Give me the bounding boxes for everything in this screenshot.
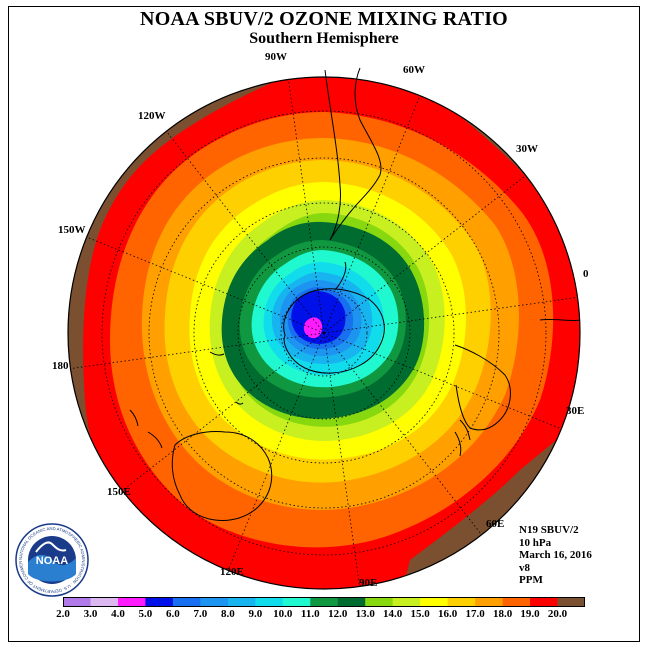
colorbar-label: 9.0 — [248, 608, 263, 620]
meridian-line — [323, 296, 578, 334]
date-label: March 16, 2016 — [519, 549, 592, 561]
colorbar-label: 12.0 — [328, 608, 348, 620]
page-subtitle: Southern Hemisphere — [249, 30, 399, 47]
colorbar-label: 10.0 — [273, 608, 293, 620]
meridian-line — [323, 332, 482, 535]
meridian-line — [323, 332, 361, 587]
colorbar-swatch — [530, 597, 558, 607]
colorbar-swatch — [337, 597, 366, 607]
meridian-lines — [70, 79, 578, 587]
colorbar — [63, 597, 585, 607]
units-label: PPM — [519, 574, 543, 586]
meridian-line — [323, 175, 526, 334]
colorbar-label: 18.0 — [492, 608, 513, 620]
lon-label-90e: 90E — [359, 577, 378, 589]
plot-frame — [8, 6, 640, 642]
meridian-line — [122, 332, 325, 491]
colorbar-label: 11.0 — [300, 608, 320, 620]
meridian-line — [287, 79, 325, 334]
colorbar-swatch — [145, 597, 174, 607]
meridian-line — [323, 95, 421, 334]
lon-label-60w: 60W — [403, 64, 425, 76]
lon-label-0: 0 — [583, 268, 589, 280]
latitude-lines — [101, 110, 547, 556]
colorbar-swatch — [392, 597, 421, 607]
colorbar-swatch — [310, 597, 339, 607]
pressure-level: 10 hPa — [519, 536, 552, 549]
colorbar-swatch — [227, 597, 256, 607]
colorbar-label: 2.0 — [56, 608, 70, 620]
colorbar-label: 17.0 — [465, 608, 485, 620]
lon-label-120e: 120E — [220, 566, 244, 578]
meridian-line — [323, 332, 562, 430]
coastlines — [129, 67, 581, 521]
meridian-line — [227, 332, 325, 571]
meridian-line — [166, 131, 325, 334]
meridian-line — [86, 236, 325, 334]
lon-label-60e: 60E — [486, 518, 505, 530]
colorbar-label: 19.0 — [520, 608, 540, 620]
lon-label-30e: 30E — [566, 405, 585, 417]
lon-label-120w: 120W — [138, 110, 166, 122]
colorbar-swatch — [282, 597, 311, 607]
colorbar-label: 3.0 — [83, 608, 98, 620]
logo-text: NOAA — [36, 555, 68, 567]
colorbar-swatch — [475, 597, 503, 607]
version-label: v8 — [519, 561, 530, 574]
colorbar-label: 8.0 — [220, 608, 235, 620]
lon-label-90w: 90W — [265, 51, 287, 63]
colorbar-swatch — [502, 597, 531, 607]
lon-label-30w: 30W — [516, 143, 538, 155]
colorbar-swatch — [117, 597, 146, 607]
colorbar-label: 16.0 — [438, 608, 458, 620]
colorbar-label: 7.0 — [193, 608, 208, 620]
colorbar-swatch — [63, 597, 91, 607]
colorbar-swatch — [365, 597, 393, 607]
colorbar-label: 6.0 — [166, 608, 180, 620]
colorbar-label: 20.0 — [547, 608, 568, 620]
colorbar-swatch — [420, 597, 448, 607]
colorbar-label: 13.0 — [355, 608, 375, 620]
page-title: NOAA SBUV/2 OZONE MIXING RATIO — [140, 8, 508, 30]
noaa-logo: NOAA NATIONAL OCEANIC AND ATMOSPHERIC AD… — [14, 522, 89, 597]
colorbar-swatch — [557, 597, 585, 607]
colorbar-swatch — [200, 597, 229, 607]
colorbar-label: 5.0 — [138, 608, 153, 620]
colorbar-swatch — [255, 597, 284, 607]
colorbar-label: 4.0 — [111, 608, 125, 620]
lon-label-150w: 150W — [58, 224, 86, 236]
lon-label-180: 180 — [52, 360, 69, 372]
colorbar-swatch — [172, 597, 201, 607]
colorbar-swatch — [447, 597, 476, 607]
colorbar-label: 14.0 — [383, 608, 403, 620]
band-3-4 — [303, 317, 323, 339]
satellite-label: N19 SBUV/2 — [519, 524, 579, 536]
map-border — [67, 76, 581, 590]
colorbar-border — [63, 597, 585, 607]
colorbar-swatch — [90, 597, 119, 607]
info-block: N19 SBUV/2 10 hPa March 16, 2016 v8 PPM — [519, 524, 592, 587]
colorbar-label: 15.0 — [410, 608, 430, 620]
meridian-line — [70, 332, 325, 370]
lon-label-150e: 150E — [107, 486, 131, 498]
